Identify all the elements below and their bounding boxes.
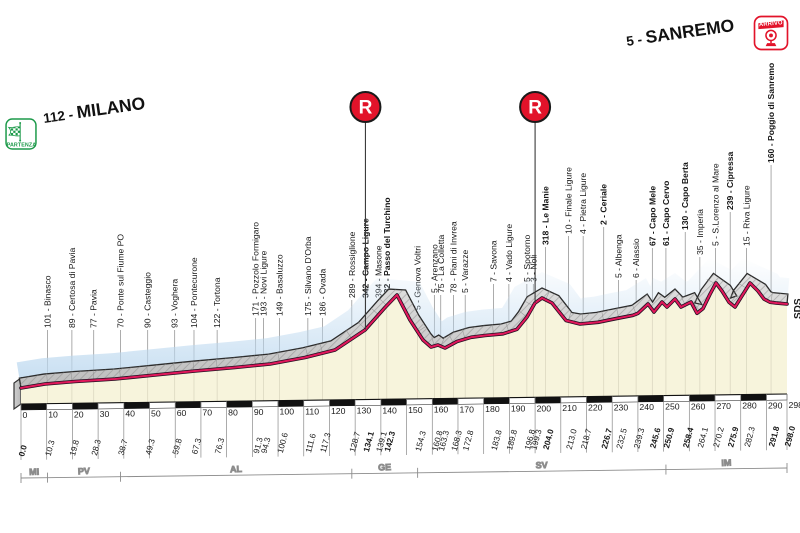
svg-text:SV: SV <box>535 460 547 470</box>
svg-text:160: 160 <box>434 405 449 415</box>
svg-text:4 - Pietra Ligure: 4 - Pietra Ligure <box>578 173 588 234</box>
svg-text:318 - Le Manie: 318 - Le Manie <box>540 186 550 245</box>
svg-text:104 - Pontecurone: 104 - Pontecurone <box>189 257 199 328</box>
svg-text:5 - S.Lorenzo al Mare: 5 - S.Lorenzo al Mare <box>711 163 721 246</box>
svg-text:120: 120 <box>331 406 346 416</box>
svg-text:40: 40 <box>125 409 135 419</box>
svg-text:175 - Silvano D'Orba: 175 - Silvano D'Orba <box>303 236 313 316</box>
svg-text:149 - Basaluzzo: 149 - Basaluzzo <box>275 254 285 316</box>
svg-text:2 - Ceriale: 2 - Ceriale <box>599 184 609 225</box>
svg-text:IM: IM <box>721 458 731 468</box>
svg-text:290: 290 <box>768 400 783 410</box>
svg-text:0: 0 <box>23 410 28 420</box>
svg-text:89 - Certosa di Pavia: 89 - Certosa di Pavia <box>67 248 77 328</box>
svg-text:20: 20 <box>74 409 84 419</box>
svg-text:190: 190 <box>511 404 526 414</box>
svg-text:240: 240 <box>639 402 654 412</box>
svg-text:200: 200 <box>537 403 552 413</box>
svg-text:61 - Capo Cervo: 61 - Capo Cervo <box>661 181 671 246</box>
svg-text:270: 270 <box>717 401 732 411</box>
svg-text:260: 260 <box>691 401 706 411</box>
svg-text:180: 180 <box>485 404 500 414</box>
svg-text:77 - Pavia: 77 - Pavia <box>89 289 99 328</box>
svg-text:MI: MI <box>29 467 39 477</box>
svg-text:10: 10 <box>48 410 58 420</box>
svg-text:298: 298 <box>789 400 800 410</box>
svg-text:90: 90 <box>254 407 264 417</box>
svg-text:10 - Finale Ligure: 10 - Finale Ligure <box>564 167 574 234</box>
svg-text:67 - Capo Mele: 67 - Capo Mele <box>647 186 657 246</box>
svg-text:160 - Poggio di Sanremo: 160 - Poggio di Sanremo <box>766 63 776 163</box>
svg-text:SDS: SDS <box>793 298 800 319</box>
svg-text:50: 50 <box>151 408 161 418</box>
svg-text:5 - Albenga: 5 - Albenga <box>614 234 624 278</box>
svg-text:60: 60 <box>177 408 187 418</box>
svg-text:75 - La Colletta: 75 - La Colletta <box>436 234 446 293</box>
svg-text:PV: PV <box>78 466 90 476</box>
svg-text:122 - Tortona: 122 - Tortona <box>212 277 222 328</box>
svg-text:80: 80 <box>228 407 238 417</box>
svg-text:110: 110 <box>305 406 319 416</box>
svg-text:186 - Ovada: 186 - Ovada <box>318 268 328 316</box>
svg-text:220: 220 <box>588 403 603 413</box>
svg-text:90 - Casteggio: 90 - Casteggio <box>143 272 153 328</box>
svg-text:250: 250 <box>665 402 680 412</box>
svg-text:130: 130 <box>357 406 372 416</box>
svg-text:70: 70 <box>202 408 212 418</box>
svg-text:78 - Piani di Invrea: 78 - Piani di Invrea <box>449 221 459 293</box>
svg-text:AL: AL <box>230 464 243 474</box>
svg-text:30: 30 <box>100 409 110 419</box>
svg-text:280: 280 <box>742 401 757 411</box>
svg-text:130 - Capo Berta: 130 - Capo Berta <box>680 162 690 230</box>
svg-text:R: R <box>528 98 542 119</box>
svg-text:5 - Varazze: 5 - Varazze <box>460 249 470 293</box>
svg-text:239 - Cipressa: 239 - Cipressa <box>725 151 735 210</box>
svg-text:170: 170 <box>459 404 474 414</box>
svg-text:93 - Voghera: 93 - Voghera <box>170 279 180 328</box>
svg-text:7 - Savona: 7 - Savona <box>488 240 498 282</box>
svg-text:150: 150 <box>408 405 423 415</box>
svg-text:15 - Riva Ligure: 15 - Riva Ligure <box>742 185 752 246</box>
svg-text:140: 140 <box>382 405 397 415</box>
svg-text:GE: GE <box>378 462 391 472</box>
svg-text:35 - Imperia: 35 - Imperia <box>695 209 705 255</box>
svg-text:101 - Binasco: 101 - Binasco <box>42 275 52 328</box>
svg-text:100: 100 <box>280 407 295 417</box>
svg-text:289 - Rossiglione: 289 - Rossiglione <box>347 231 357 298</box>
svg-text:230: 230 <box>614 402 629 412</box>
svg-text:PARTENZA: PARTENZA <box>7 142 37 148</box>
svg-text:4 - Vado Ligure: 4 - Vado Ligure <box>504 224 514 282</box>
svg-text:193 - Novi Ligure: 193 - Novi Ligure <box>258 250 268 316</box>
svg-text:6 - Alassio: 6 - Alassio <box>631 238 641 278</box>
svg-text:210: 210 <box>562 403 577 413</box>
svg-text:70 - Ponte sul Fiume PO: 70 - Ponte sul Fiume PO <box>115 234 125 328</box>
svg-text:R: R <box>359 98 373 119</box>
